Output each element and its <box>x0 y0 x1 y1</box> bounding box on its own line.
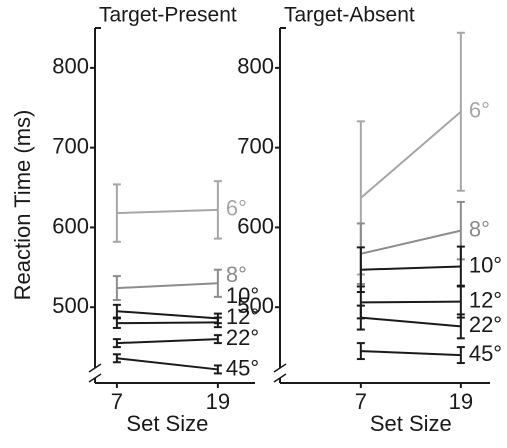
error-bar <box>456 346 465 365</box>
series-label: 10° <box>469 252 502 277</box>
series-label: 6° <box>226 196 247 221</box>
y-axis-label: Reaction Time (ms) <box>10 110 35 301</box>
y-tick-label: 500 <box>52 293 89 318</box>
error-bar <box>356 342 365 361</box>
series-label: 45° <box>226 355 259 380</box>
series-line <box>116 208 218 215</box>
y-tick-label: 600 <box>52 213 89 238</box>
series-line <box>116 357 218 371</box>
y-tick-label: 800 <box>52 54 89 79</box>
error-bar <box>213 180 222 240</box>
series-line <box>116 282 218 290</box>
error-bar <box>112 338 121 349</box>
series-line <box>360 111 462 199</box>
axis-break <box>273 373 287 383</box>
x-axis-label: Set Size <box>126 411 208 436</box>
error-bar <box>356 304 365 331</box>
x-tick-label: 7 <box>355 389 367 414</box>
series-label: 8° <box>226 262 247 287</box>
x-axis-label: Set Size <box>370 411 452 436</box>
series-line <box>116 321 218 325</box>
series-line <box>360 229 462 255</box>
error-bar <box>112 275 121 302</box>
error-bar <box>213 334 222 345</box>
series-line <box>360 316 461 328</box>
x-tick-label: 7 <box>111 389 123 414</box>
series-label: 22° <box>226 325 259 350</box>
chart-title: Target-Absent <box>284 4 415 27</box>
series-label: 10° <box>226 283 259 308</box>
y-tick-label: 500 <box>237 293 274 318</box>
series-line <box>360 300 461 304</box>
error-bar <box>213 268 222 298</box>
axis-break <box>88 373 102 383</box>
y-tick-label: 800 <box>237 54 274 79</box>
y-tick-label: 700 <box>237 133 274 158</box>
error-bar <box>213 316 222 329</box>
error-bar <box>112 183 121 243</box>
series-line <box>360 350 461 357</box>
error-bar <box>456 31 465 192</box>
x-tick-label: 19 <box>449 389 473 414</box>
series-line <box>116 338 218 345</box>
x-tick-label: 19 <box>206 389 230 414</box>
series-label: 6° <box>469 98 490 123</box>
series-label: 12° <box>469 287 502 312</box>
error-bar <box>456 313 465 340</box>
y-tick-label: 600 <box>237 213 274 238</box>
error-bar <box>112 353 121 364</box>
series-line <box>116 310 218 320</box>
chart-title: Target-Present <box>99 4 237 27</box>
series-label: 22° <box>469 312 502 337</box>
error-bar <box>213 364 222 375</box>
series-label: 45° <box>469 341 502 366</box>
series-label: 8° <box>469 216 490 241</box>
axis-break <box>273 363 287 373</box>
series-line <box>360 265 461 271</box>
y-tick-label: 700 <box>52 133 89 158</box>
series-label: 12° <box>226 304 259 329</box>
axis-break <box>88 363 102 373</box>
error-bar <box>112 317 121 329</box>
